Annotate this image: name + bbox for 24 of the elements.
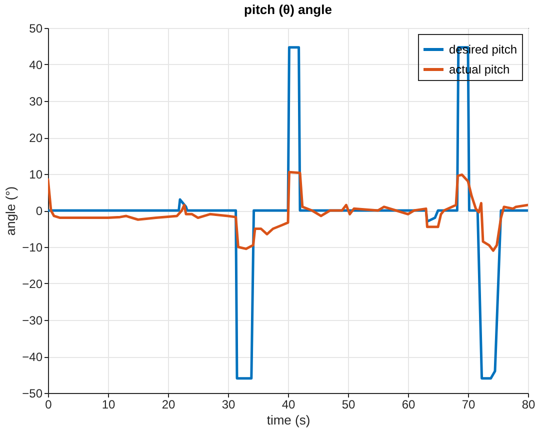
y-tick-label: 0 [36, 204, 43, 218]
x-tick-label: 10 [102, 398, 116, 412]
x-tick-label: 70 [462, 398, 476, 412]
x-tick-label: 0 [45, 398, 52, 412]
x-tick-label: 60 [402, 398, 416, 412]
y-tick-label: −40 [22, 350, 43, 364]
y-tick-label: −30 [22, 314, 43, 328]
x-tick-label: 20 [162, 398, 176, 412]
x-tick-label: 40 [282, 398, 296, 412]
y-tick-label: 10 [29, 168, 43, 182]
y-tick-label: −50 [22, 386, 43, 400]
chart-title: pitch (θ) angle [244, 2, 332, 17]
x-tick-label: 50 [342, 398, 356, 412]
y-axis-title: angle (°) [3, 186, 18, 236]
y-tick-label: 30 [29, 94, 43, 108]
y-tick-label: −10 [22, 240, 43, 254]
y-tick-label: 20 [29, 131, 43, 145]
line-series [48, 170, 528, 252]
y-tick-label: 40 [29, 58, 43, 72]
x-tick-label: 80 [522, 398, 536, 412]
x-axis-title: time (s) [266, 412, 310, 428]
x-tick-label: 30 [222, 398, 236, 412]
y-tick-label: 50 [29, 22, 43, 36]
y-tick-label: −20 [22, 277, 43, 291]
